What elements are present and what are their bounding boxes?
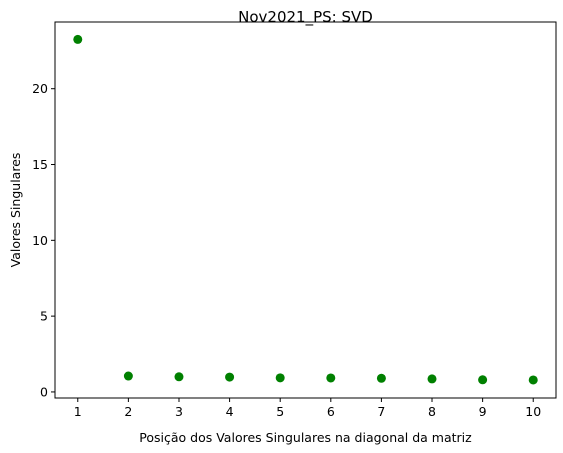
- data-point: [528, 375, 538, 385]
- y-tick-label: 0: [40, 384, 48, 399]
- y-tick-label: 20: [32, 81, 48, 96]
- x-tick-label: 5: [276, 404, 284, 419]
- x-axis: 1 2 3 4 5 6 7 8 9 10: [74, 398, 541, 419]
- x-tick-label: 7: [377, 404, 385, 419]
- x-tick-label: 10: [525, 404, 541, 419]
- y-axis: 0 5 10 15 20: [32, 81, 55, 399]
- data-point: [123, 371, 133, 381]
- y-tick-label: 5: [40, 309, 48, 324]
- data-point: [478, 375, 488, 385]
- chart-title: Nov2021_PS: SVD: [238, 8, 373, 27]
- data-point: [275, 373, 285, 383]
- data-point: [326, 373, 336, 383]
- x-tick-label: 9: [479, 404, 487, 419]
- x-tick-label: 6: [327, 404, 335, 419]
- data-point: [225, 372, 235, 382]
- plot-area: [54, 21, 557, 399]
- x-tick-label: 3: [175, 404, 183, 419]
- x-tick-label: 4: [226, 404, 234, 419]
- x-tick-label: 2: [124, 404, 132, 419]
- data-points: [73, 34, 538, 385]
- y-axis-label: Valores Singulares: [8, 153, 23, 268]
- y-tick-label: 10: [32, 233, 48, 248]
- data-point: [174, 372, 184, 382]
- y-tick-label: 15: [32, 157, 48, 172]
- data-point: [427, 374, 437, 384]
- x-tick-label: 8: [428, 404, 436, 419]
- x-tick-label: 1: [74, 404, 82, 419]
- data-point: [73, 34, 83, 44]
- data-point: [376, 373, 386, 383]
- x-axis-label: Posição dos Valores Singulares na diagon…: [139, 430, 472, 445]
